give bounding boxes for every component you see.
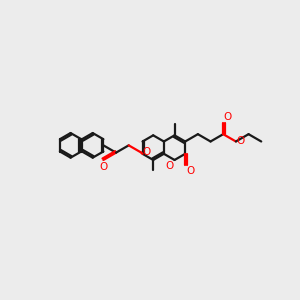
Text: O: O <box>237 136 245 146</box>
Text: O: O <box>142 147 150 157</box>
Text: O: O <box>224 112 232 122</box>
Text: O: O <box>99 162 107 172</box>
Text: O: O <box>186 166 194 176</box>
Text: O: O <box>166 161 174 171</box>
